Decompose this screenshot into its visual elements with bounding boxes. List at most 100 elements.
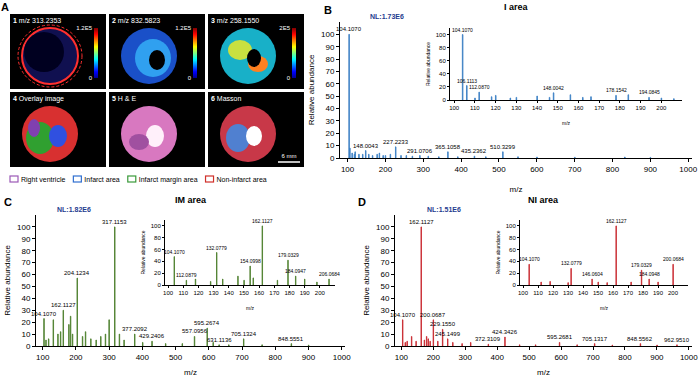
svg-text:800: 800 [618, 353, 632, 362]
svg-text:200: 200 [668, 290, 679, 296]
svg-text:190: 190 [636, 105, 647, 111]
svg-text:179.0329: 179.0329 [631, 262, 652, 268]
svg-text:100: 100 [376, 223, 390, 232]
svg-text:100: 100 [36, 353, 50, 362]
svg-text:700: 700 [568, 165, 582, 174]
svg-text:60: 60 [325, 80, 334, 89]
svg-text:70: 70 [21, 258, 30, 267]
svg-text:377.2092: 377.2092 [122, 326, 148, 332]
svg-text:557.0956: 557.0956 [182, 328, 208, 334]
svg-text:m/z: m/z [246, 305, 255, 311]
svg-text:30: 30 [325, 117, 334, 126]
svg-text:291.0706: 291.0706 [407, 148, 433, 154]
svg-text:60: 60 [21, 270, 30, 279]
svg-text:60: 60 [509, 247, 516, 253]
svg-text:100: 100 [321, 30, 335, 39]
svg-text:120: 120 [548, 290, 559, 296]
svg-text:6 Masson: 6 Masson [211, 95, 241, 102]
svg-text:104.1070: 104.1070 [31, 311, 57, 317]
svg-text:180: 180 [638, 290, 649, 296]
svg-text:0: 0 [385, 342, 390, 351]
svg-text:Relative abundance: Relative abundance [3, 245, 12, 316]
svg-text:100: 100 [17, 223, 31, 232]
svg-text:848.5551: 848.5551 [278, 336, 304, 342]
svg-text:140: 140 [532, 105, 543, 111]
svg-text:100: 100 [449, 105, 460, 111]
svg-text:204.1234: 204.1234 [64, 270, 90, 276]
svg-text:104.1070: 104.1070 [336, 26, 362, 32]
svg-text:40: 40 [154, 258, 161, 264]
svg-text:100: 100 [163, 290, 174, 296]
svg-text:962.9510: 962.9510 [664, 337, 690, 343]
svg-text:100: 100 [506, 223, 517, 229]
svg-text:1.2E5: 1.2E5 [76, 25, 92, 31]
svg-text:300: 300 [459, 353, 473, 362]
svg-text:500: 500 [492, 165, 506, 174]
svg-text:110: 110 [533, 290, 543, 296]
svg-text:132.0779: 132.0779 [561, 260, 582, 266]
svg-text:140: 140 [578, 290, 589, 296]
svg-text:595.2674: 595.2674 [194, 320, 220, 326]
svg-text:190: 190 [653, 290, 664, 296]
svg-text:162.1127: 162.1127 [409, 219, 434, 225]
svg-text:m/z: m/z [537, 368, 550, 377]
svg-text:80: 80 [325, 55, 334, 64]
svg-text:Infarct margin area: Infarct margin area [139, 176, 198, 184]
svg-text:200.0684: 200.0684 [663, 256, 684, 262]
svg-text:500: 500 [169, 353, 183, 362]
svg-text:800: 800 [269, 353, 283, 362]
svg-text:132.0779: 132.0779 [206, 245, 227, 251]
svg-text:200: 200 [69, 353, 83, 362]
svg-text:Right ventricle: Right ventricle [21, 176, 65, 184]
svg-text:154.0998: 154.0998 [240, 258, 261, 264]
svg-text:80: 80 [154, 235, 161, 241]
svg-text:10: 10 [21, 330, 30, 339]
svg-text:900: 900 [644, 165, 658, 174]
svg-text:600: 600 [530, 165, 544, 174]
svg-text:60: 60 [439, 58, 446, 64]
svg-text:184.0948: 184.0948 [639, 271, 660, 277]
svg-text:40: 40 [509, 258, 516, 264]
svg-text:110: 110 [470, 105, 480, 111]
svg-text:40: 40 [439, 71, 446, 77]
svg-text:104.1070: 104.1070 [519, 256, 540, 262]
svg-text:146.0604: 146.0604 [582, 271, 603, 277]
svg-text:170: 170 [623, 290, 634, 296]
svg-text:90: 90 [325, 43, 334, 52]
svg-text:C: C [4, 196, 12, 208]
svg-text:I area: I area [504, 2, 529, 12]
svg-text:A: A [1, 1, 9, 13]
svg-text:60: 60 [380, 270, 389, 279]
svg-text:200.0687: 200.0687 [420, 312, 446, 318]
svg-text:1000: 1000 [333, 353, 351, 362]
svg-text:130: 130 [563, 290, 574, 296]
svg-text:30: 30 [21, 306, 30, 315]
svg-text:100: 100 [395, 353, 409, 362]
svg-text:800: 800 [606, 165, 620, 174]
svg-text:160: 160 [608, 290, 619, 296]
svg-text:400: 400 [491, 353, 505, 362]
svg-text:162.1127: 162.1127 [606, 218, 627, 224]
svg-text:300: 300 [417, 165, 431, 174]
svg-text:317.1153: 317.1153 [102, 219, 127, 225]
svg-text:429.2406: 429.2406 [139, 333, 165, 339]
svg-text:NL:1.51E6: NL:1.51E6 [427, 206, 461, 213]
svg-text:5 H & E: 5 H & E [112, 95, 136, 102]
svg-text:NL:1.73E6: NL:1.73E6 [370, 13, 404, 20]
svg-text:0: 0 [512, 282, 516, 288]
svg-text:40: 40 [380, 294, 389, 303]
svg-text:100: 100 [341, 165, 355, 174]
svg-text:227.2233: 227.2233 [383, 139, 409, 145]
svg-text:104.1070: 104.1070 [390, 312, 416, 318]
svg-text:2E5: 2E5 [279, 25, 290, 31]
svg-text:100: 100 [436, 32, 447, 38]
svg-text:162.1127: 162.1127 [51, 302, 76, 308]
svg-text:60: 60 [154, 247, 161, 253]
svg-text:Non-infarct area: Non-infarct area [217, 176, 267, 183]
svg-text:900: 900 [302, 353, 316, 362]
svg-text:106.1113: 106.1113 [457, 78, 477, 84]
svg-text:80: 80 [439, 45, 446, 51]
svg-text:80: 80 [21, 247, 30, 256]
svg-text:112.0879: 112.0879 [176, 272, 197, 278]
svg-text:700: 700 [586, 353, 600, 362]
